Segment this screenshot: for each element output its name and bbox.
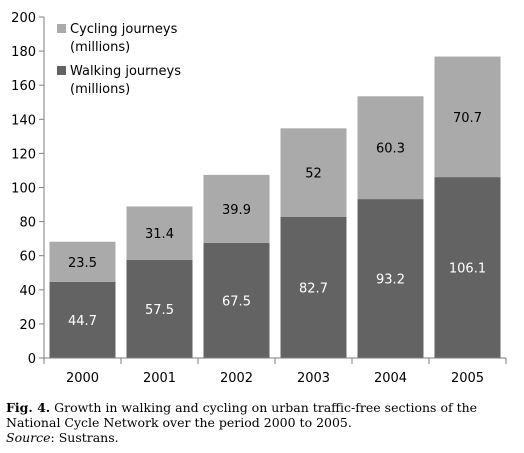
data-label-walking: 82.7 [299, 281, 328, 296]
caption-source-text: : Sustrans. [50, 430, 119, 445]
x-tick-label: 2002 [220, 371, 253, 386]
bar-walking [203, 242, 270, 358]
bar-cycling [357, 96, 424, 200]
legend: Cycling journeys (millions) Walking journe… [57, 22, 181, 97]
bar-cycling [203, 174, 270, 243]
data-label-cycling: 39.9 [222, 203, 251, 218]
data-label-walking: 44.7 [68, 314, 97, 329]
caption-text: Growth in walking and cycling on urban t… [6, 400, 478, 430]
bar-walking [126, 259, 193, 358]
y-tick-label: 40 [19, 284, 36, 299]
bar-walking [49, 281, 116, 358]
data-label-walking: 106.1 [449, 262, 486, 277]
y-tick-label: 60 [19, 250, 36, 265]
x-tick-label: 2005 [451, 371, 484, 386]
data-label-cycling: 31.4 [145, 227, 174, 242]
bar-walking [357, 199, 424, 358]
legend-label: Cycling journeys [70, 22, 178, 37]
y-tick-label: 140 [11, 113, 36, 128]
y-tick-label: 160 [11, 79, 36, 94]
data-label-walking: 67.5 [222, 294, 251, 309]
bar-cycling [49, 241, 116, 282]
legend-swatch [57, 24, 66, 33]
y-tick-label: 80 [19, 216, 36, 231]
legend-label-units: (millions) [70, 40, 130, 55]
x-tick-label: 2000 [66, 371, 99, 386]
y-tick-label: 180 [11, 45, 36, 60]
y-axis: 0 20 40 60 80 100 120 140 160 180 200 [11, 11, 45, 367]
data-label-cycling: 52 [305, 167, 322, 182]
legend-swatch [57, 66, 66, 75]
x-tick-label: 2004 [374, 371, 407, 386]
caption-main: Fig. 4. Growth in walking and cycling on… [6, 400, 522, 430]
figure-caption: Fig. 4. Growth in walking and cycling on… [6, 400, 522, 445]
data-label-walking: 93.2 [376, 273, 405, 288]
x-axis: 2000 2001 2002 2003 2004 2005 [43, 357, 507, 386]
legend-label-units: (millions) [70, 82, 130, 97]
bar-walking [434, 177, 501, 358]
caption-source-label: Source [6, 430, 51, 445]
bar-cycling [280, 128, 347, 217]
bar-cycling [126, 206, 193, 260]
caption-source: Source: Sustrans. [6, 430, 522, 445]
data-label-walking: 57.5 [145, 303, 174, 318]
x-tick-label: 2003 [297, 371, 330, 386]
stacked-bar-chart: 0 20 40 60 80 100 120 140 160 180 200 44.7 23.5 57.5… [11, 11, 507, 386]
legend-label: Walking journeys [70, 64, 181, 79]
caption-fig-label: Fig. 4. [6, 400, 51, 415]
data-label-cycling: 23.5 [68, 256, 97, 271]
data-label-cycling: 60.3 [376, 142, 405, 157]
bar-walking [280, 216, 347, 358]
x-tick-label: 2001 [143, 371, 176, 386]
y-tick-label: 0 [28, 352, 36, 367]
bars: 44.7 23.5 57.5 31.4 67.5 39.9 82.7 52 93.2 60.3 10… [49, 56, 501, 358]
y-tick-label: 120 [11, 147, 36, 162]
y-tick-label: 200 [11, 11, 36, 26]
data-label-cycling: 70.7 [453, 111, 482, 126]
y-tick-label: 20 [19, 318, 36, 333]
bar-cycling [434, 56, 501, 178]
y-tick-label: 100 [11, 182, 36, 197]
